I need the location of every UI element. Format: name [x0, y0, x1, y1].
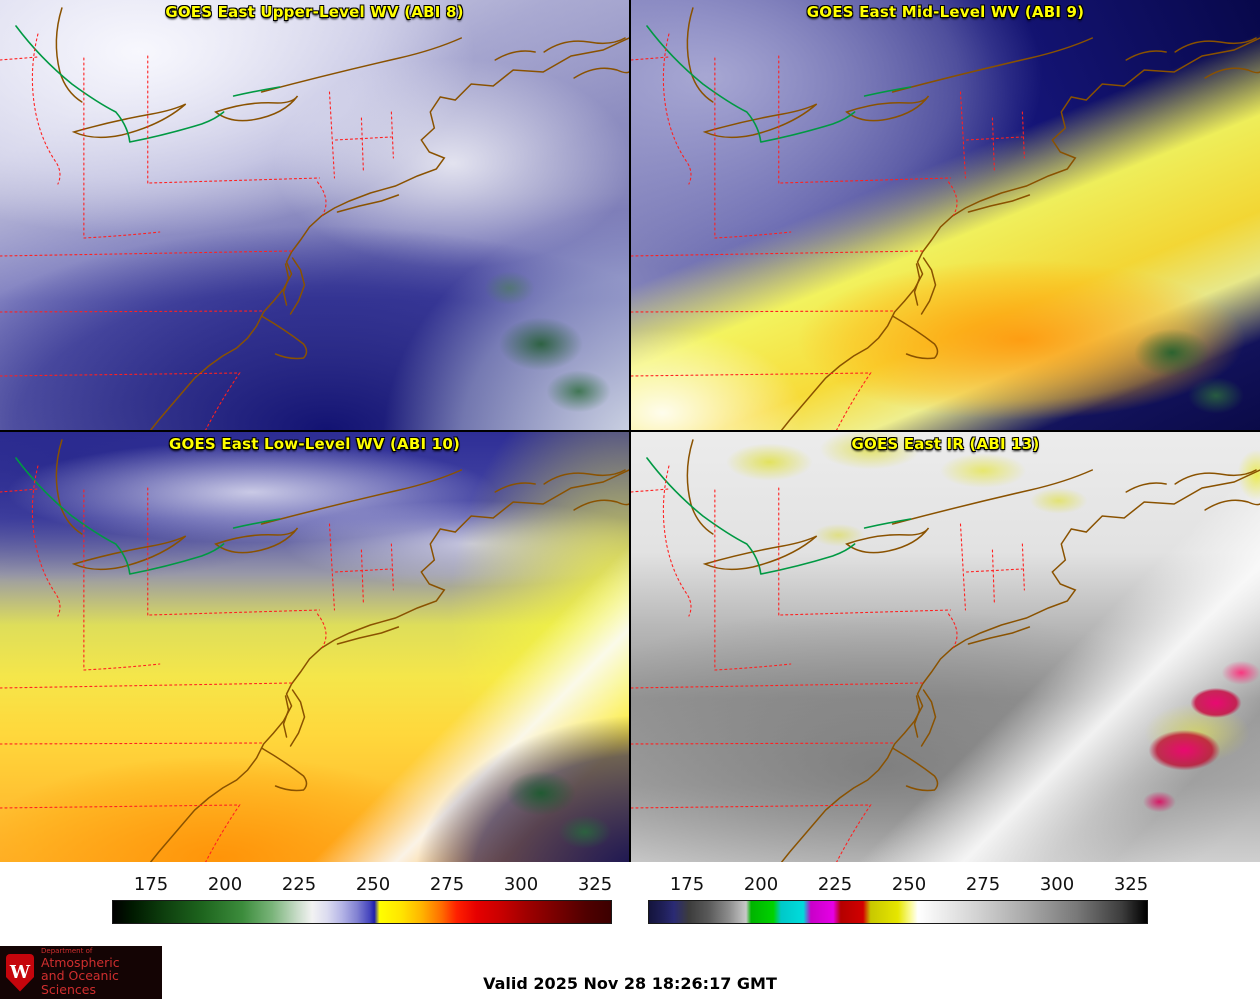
tick-label: 250 [891, 874, 927, 895]
colorbar-ir: 175 200 225 250 275 300 325 [648, 872, 1148, 946]
tick-label: 175 [669, 874, 705, 895]
panel-mid-level-wv: GOES East Mid-Level WV (ABI 9) [631, 0, 1260, 430]
crest-letter: W [9, 961, 31, 983]
panel-title-mid-wv: GOES East Mid-Level WV (ABI 9) [806, 3, 1085, 21]
colorbar-strip: 175 200 225 250 275 300 325 175 200 225 … [0, 862, 1260, 946]
panel-title-low-wv: GOES East Low-Level WV (ABI 10) [168, 435, 461, 453]
tick-label: 225 [281, 874, 317, 895]
panel-title-upper-wv: GOES East Upper-Level WV (ABI 8) [165, 3, 464, 21]
tick-label: 325 [577, 874, 613, 895]
panel-low-level-wv: GOES East Low-Level WV (ABI 10) [0, 432, 629, 862]
tick-label: 225 [817, 874, 853, 895]
map-overlay [631, 7, 1260, 430]
valid-time: Valid 2025 Nov 28 18:26:17 GMT [483, 974, 777, 993]
map-overlay [0, 7, 629, 430]
logo-line-atmospheric: Atmospheric [41, 954, 120, 970]
tick-label: 175 [133, 874, 169, 895]
footer: W Department of Atmospheric and Oceanic … [0, 946, 1260, 999]
logo-text: Department of Atmospheric and Oceanic Sc… [41, 947, 162, 998]
tick-label: 250 [355, 874, 391, 895]
colorbar-ir-ticks: 175 200 225 250 275 300 325 [648, 872, 1148, 900]
tick-label: 200 [743, 874, 779, 895]
colorbar-wv-ticks: 175 200 225 250 275 300 325 [112, 872, 612, 900]
tick-label: 200 [207, 874, 243, 895]
tick-label: 275 [429, 874, 465, 895]
uw-aos-logo: W Department of Atmospheric and Oceanic … [0, 946, 162, 999]
map-overlay [0, 439, 629, 862]
tick-label: 300 [503, 874, 539, 895]
logo-line-oceanic: and Oceanic Sciences [41, 968, 119, 998]
tick-label: 325 [1113, 874, 1149, 895]
tick-label: 275 [965, 874, 1001, 895]
tick-label: 300 [1039, 874, 1075, 895]
wv-colorbar-gradient [112, 900, 612, 924]
ir-colorbar-gradient [648, 900, 1148, 924]
panel-upper-level-wv: GOES East Upper-Level WV (ABI 8) [0, 0, 629, 430]
logo-line-department: Department of [41, 947, 93, 956]
colorbar-wv: 175 200 225 250 275 300 325 [112, 872, 612, 946]
map-overlay [631, 439, 1260, 862]
panel-grid: GOES East Upper-Level WV (ABI 8) GOES Ea… [0, 0, 1260, 862]
panel-title-ir: GOES East IR (ABI 13) [851, 435, 1040, 453]
panel-ir: GOES East IR (ABI 13) [631, 432, 1260, 862]
